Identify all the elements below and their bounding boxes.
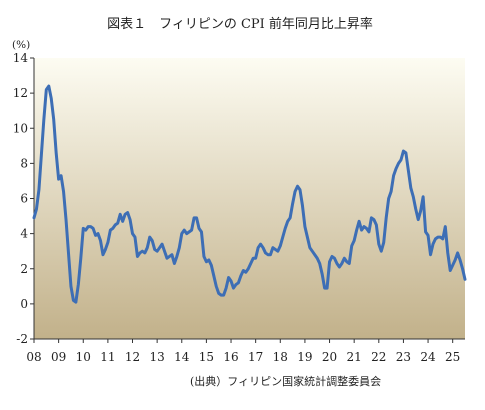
y-tick-label: 10 — [13, 121, 28, 135]
x-tick-label: 19 — [297, 350, 312, 364]
y-axis-label: (%) — [12, 39, 30, 51]
x-tick-label: 08 — [26, 350, 41, 364]
x-tick-label: 16 — [223, 350, 238, 364]
y-tick-label: 4 — [20, 227, 28, 241]
y-tick-label: 6 — [20, 192, 28, 206]
x-tick-label: 12 — [125, 350, 140, 364]
x-tick-label: 10 — [76, 350, 91, 364]
plot-area — [34, 58, 465, 339]
series-group — [32, 84, 467, 304]
x-tick-label: 25 — [445, 350, 460, 364]
x-tick-label: 09 — [51, 350, 66, 364]
x-tick-label: 11 — [100, 350, 115, 364]
y-tick-label: 8 — [20, 156, 28, 170]
series-line-cpi — [32, 84, 467, 304]
y-axis: -2 0 2 4 6 8 10 12 14 — [13, 51, 35, 346]
chart-title: 図表１ フィリピンの CPI 前年同月比上昇率 — [107, 16, 373, 32]
x-tick-label: 22 — [371, 350, 386, 364]
x-tick-label: 17 — [248, 350, 263, 364]
x-tick-label: 13 — [150, 350, 165, 364]
x-tick-label: 15 — [199, 350, 214, 364]
x-tick-label: 21 — [347, 350, 362, 364]
x-axis: 08 09 10 11 12 13 14 15 16 17 18 19 20 21 22 23 24 25 — [26, 338, 465, 364]
x-tick-label: 18 — [273, 350, 288, 364]
x-tick-label: 14 — [174, 350, 190, 364]
y-tick-label: -2 — [16, 332, 28, 346]
y-tick-label: 2 — [20, 262, 28, 276]
y-tick-label: 14 — [13, 51, 29, 65]
y-tick-label: 12 — [13, 86, 28, 100]
x-tick-label: 23 — [396, 350, 411, 364]
x-tick-label: 24 — [420, 350, 436, 364]
x-tick-label: 20 — [322, 350, 337, 364]
y-tick-label: 0 — [20, 297, 28, 311]
source-note: (出典）フィリピン国家統計調整委員会 — [190, 374, 381, 388]
